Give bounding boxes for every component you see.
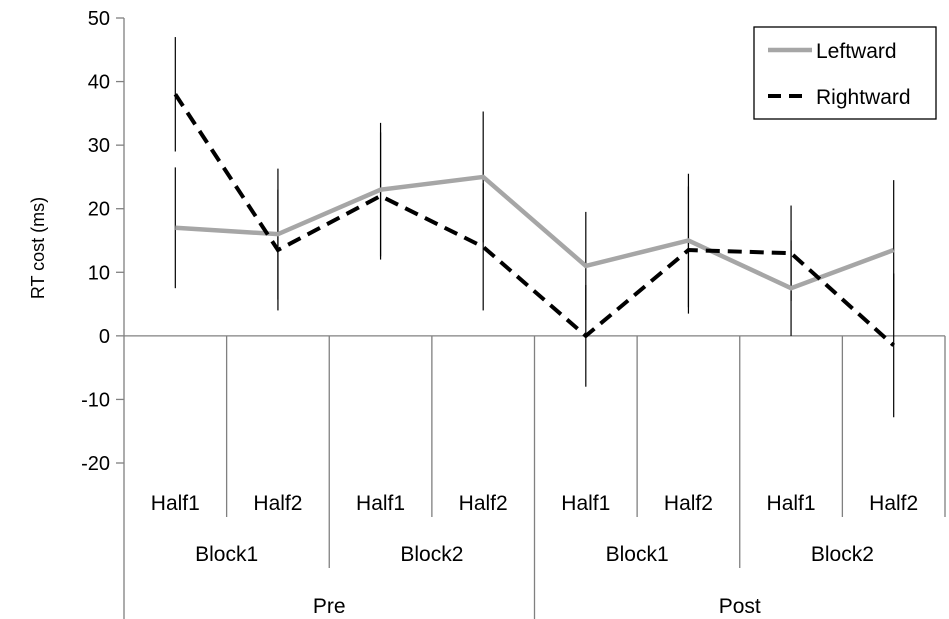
x-tick-label-half: Half1 (767, 492, 816, 515)
x-tick-label-half: Half1 (151, 492, 200, 515)
series-line-rightward (173, 93, 896, 347)
series-line-leftward (175, 174, 895, 291)
legend-label-leftward: Leftward (816, 40, 897, 63)
x-tick-label-session: Pre (313, 595, 346, 618)
x-tick-label-half: Half2 (459, 492, 508, 515)
x-tick-label-block: Block2 (811, 543, 874, 566)
x-tick-label-block: Block1 (606, 543, 669, 566)
y-tick-label: 40 (88, 72, 110, 94)
y-tick-label: 20 (88, 199, 110, 221)
x-tick-label-half: Half2 (253, 492, 302, 515)
x-tick-label-half: Half1 (561, 492, 610, 515)
y-tick-label: 50 (88, 8, 110, 30)
x-tick-label-session: Post (719, 595, 761, 618)
y-axis-label: RT cost (ms) (28, 197, 48, 299)
x-tick-label-half: Half2 (869, 492, 918, 515)
x-tick-label-half: Half2 (664, 492, 713, 515)
x-tick-label-block: Block2 (400, 543, 463, 566)
y-tick-label: 0 (99, 326, 110, 348)
y-tick-label: -10 (81, 389, 110, 411)
x-tick-label-block: Block1 (195, 543, 258, 566)
axis-labels: 50 40 30 20 10 0 -10 -20 Half1 Half2 Half1 Half2 Hal… (81, 8, 918, 618)
legend-box (753, 26, 937, 120)
y-tick-label: 10 (88, 262, 110, 284)
series-lines (173, 93, 896, 347)
legend-label-rightward: Rightward (816, 86, 911, 109)
x-tick-label-half: Half1 (356, 492, 405, 515)
axes (116, 17, 946, 619)
y-tick-label: 30 (88, 135, 110, 157)
legend: Leftward Rightward (753, 26, 937, 120)
y-tick-label: -20 (81, 453, 110, 475)
